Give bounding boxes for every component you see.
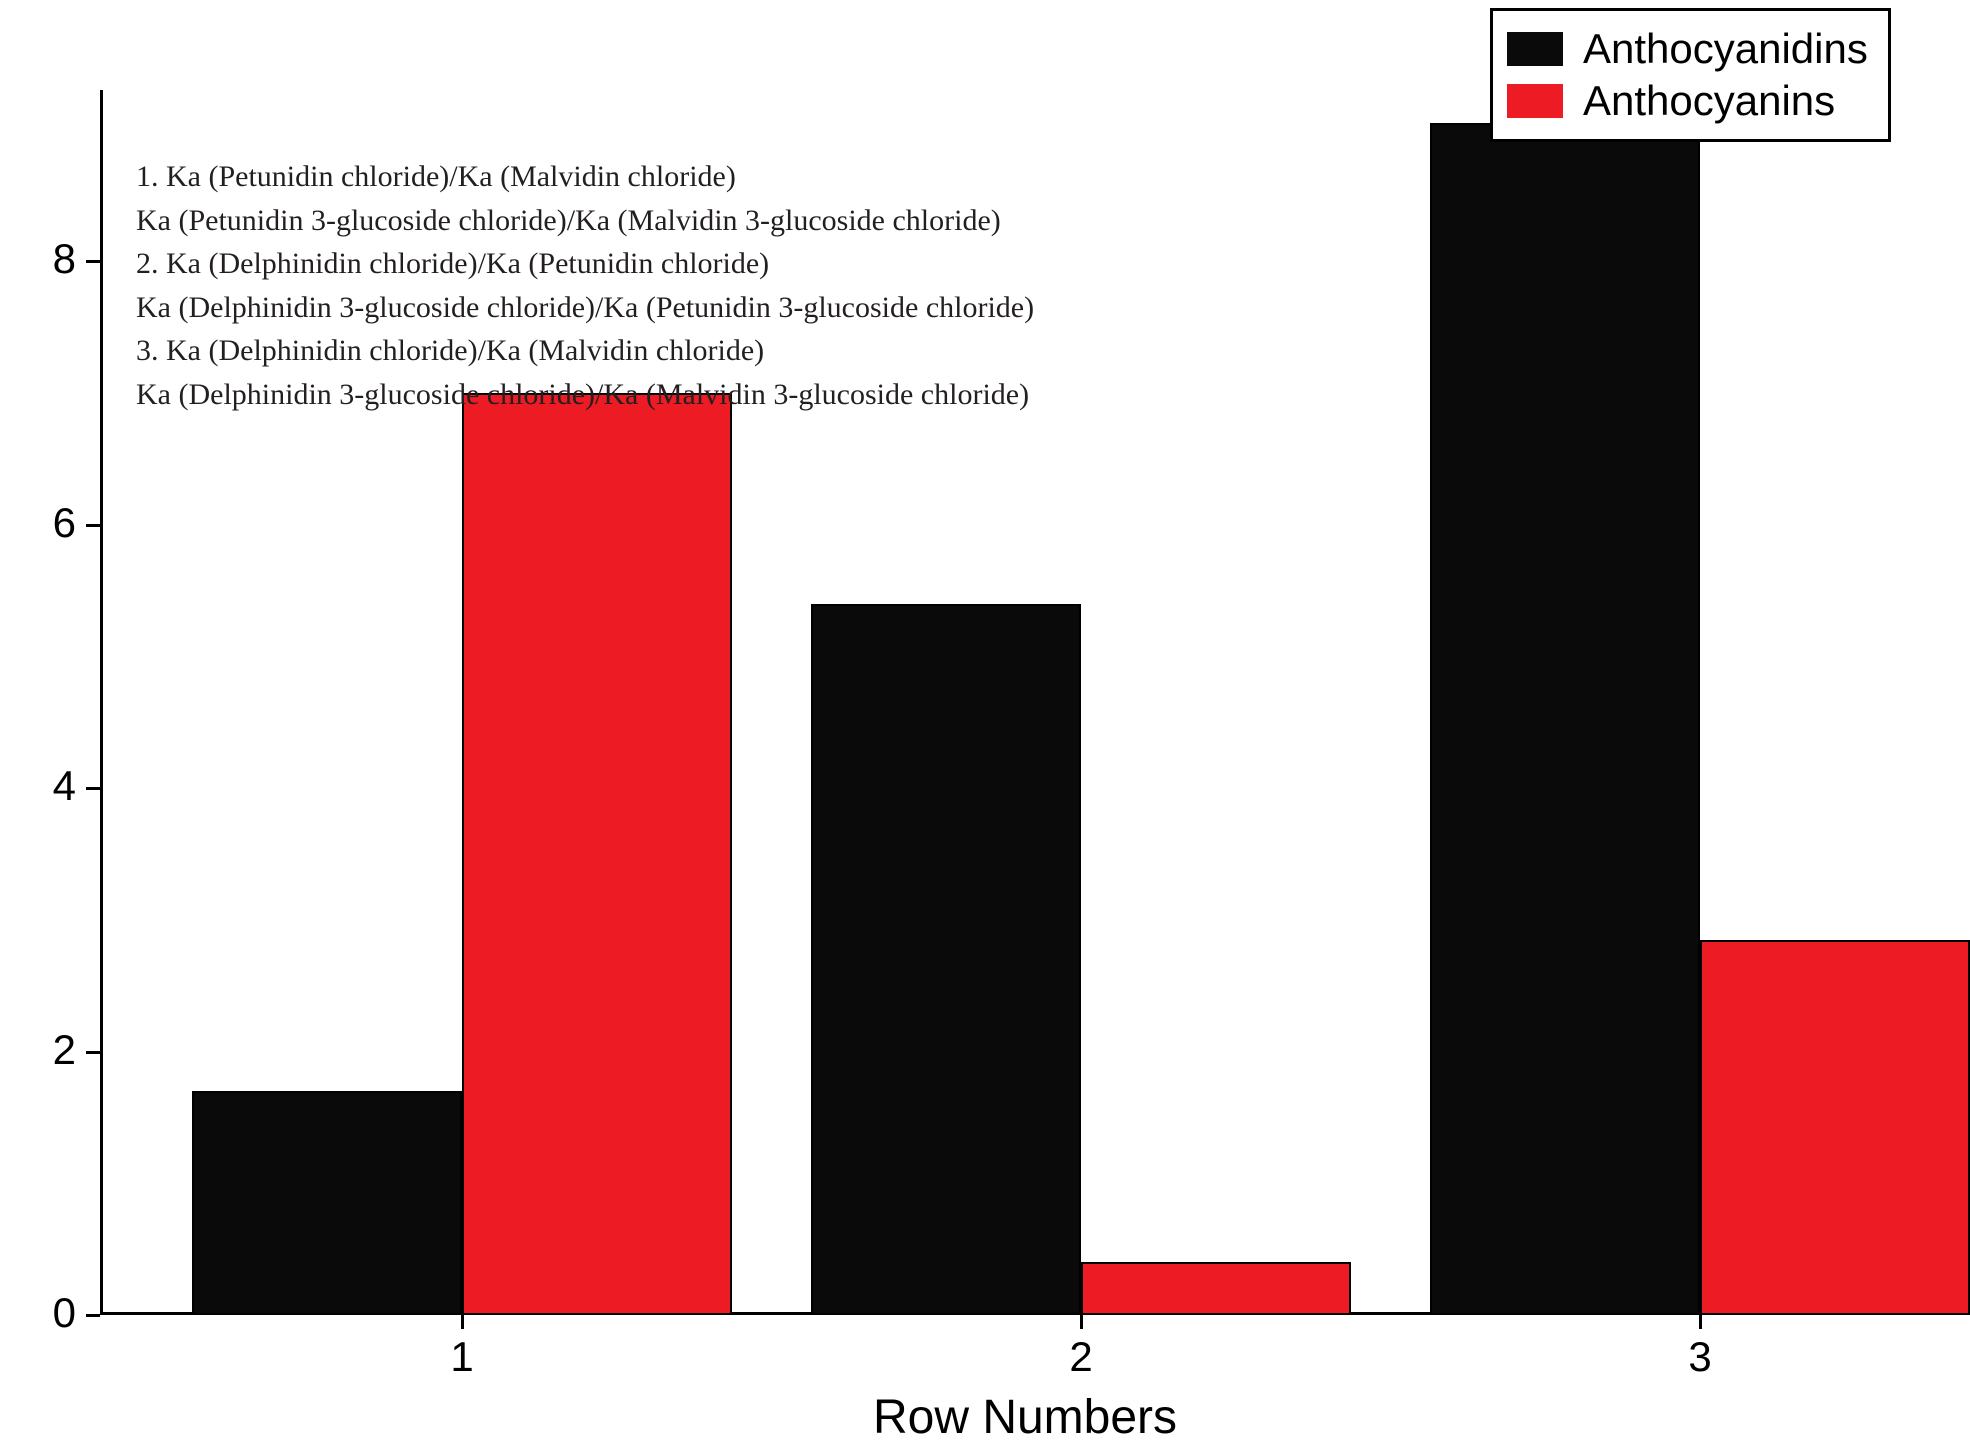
legend: AnthocyanidinsAnthocyanins [1490,8,1891,142]
x-tick-label: 1 [442,1333,482,1381]
y-tick [86,1314,100,1317]
annotation-line: 3. Ka (Delphinidin chloride)/Ka (Malvidi… [136,329,1034,373]
y-tick-label: 4 [30,762,76,810]
y-tick-label: 2 [30,1026,76,1074]
annotation-line: Ka (Delphinidin 3-glucoside chloride)/Ka… [136,286,1034,330]
y-tick-label: 6 [30,499,76,547]
y-tick-label: 8 [30,235,76,283]
bar-anthocyanins [1081,1262,1351,1315]
x-tick [461,1315,464,1329]
annotation-line: 2. Ka (Delphinidin chloride)/Ka (Petunid… [136,242,1034,286]
legend-label: Anthocyanidins [1583,25,1868,73]
y-tick [86,260,100,263]
y-tick [86,524,100,527]
bar-anthocyanidins [192,1091,462,1315]
x-tick-label: 3 [1680,1333,1720,1381]
legend-swatch [1507,32,1563,66]
x-tick-label: 2 [1061,1333,1101,1381]
chart-container: 0 2 4 6 8 1 2 3 AnthocyanidinsAnthocyanins 1. … [0,0,1970,1456]
legend-item: Anthocyanidins [1507,25,1868,73]
annotation-line: Ka (Petunidin 3-glucoside chloride)/Ka (… [136,199,1034,243]
annotation-line: Ka (Delphinidin 3-glucoside chloride)/Ka… [136,373,1034,417]
bar-anthocyanins [1700,940,1970,1315]
y-tick [86,787,100,790]
bar-anthocyanidins [1430,123,1700,1315]
x-axis-label: Row Numbers [845,1390,1205,1445]
y-tick [86,1051,100,1054]
bar-anthocyanidins [811,604,1081,1315]
annotation-line: 1. Ka (Petunidin chloride)/Ka (Malvidin … [136,155,1034,199]
x-tick [1080,1315,1083,1329]
bar-anthocyanins [462,393,732,1315]
x-tick [1699,1315,1702,1329]
legend-swatch [1507,84,1563,118]
legend-label: Anthocyanins [1583,77,1835,125]
legend-item: Anthocyanins [1507,77,1868,125]
y-tick-label: 0 [30,1289,76,1337]
annotation-text: 1. Ka (Petunidin chloride)/Ka (Malvidin … [136,155,1034,416]
